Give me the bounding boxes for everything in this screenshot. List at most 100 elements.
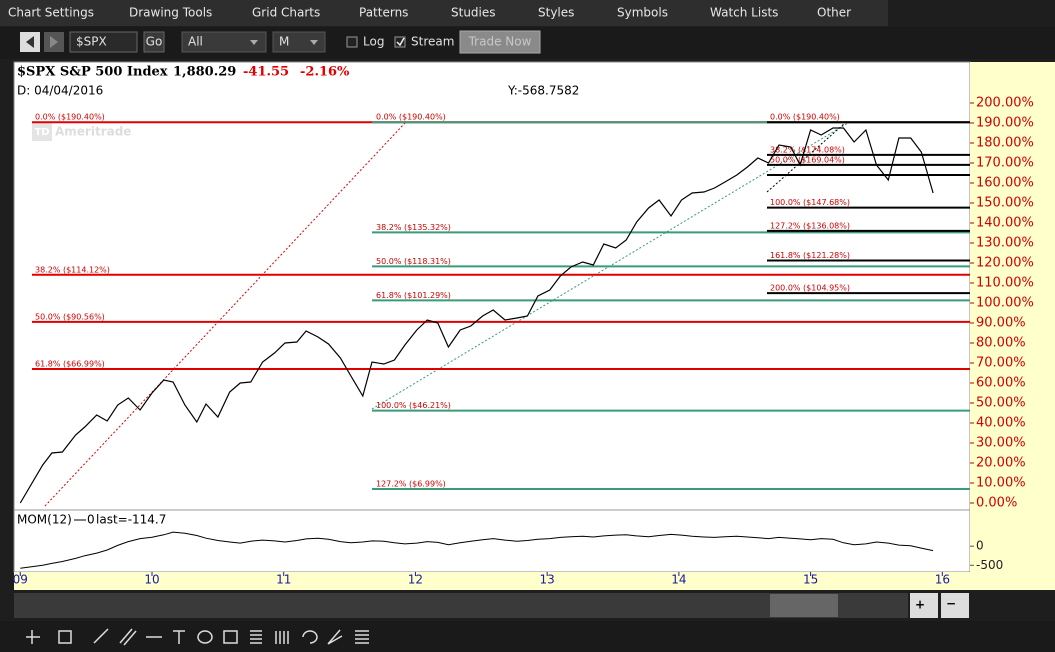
period-select[interactable] bbox=[272, 31, 326, 53]
fib-label: 100.0% ($46.21%) bbox=[376, 401, 451, 410]
menu-item[interactable]: Drawing Tools bbox=[129, 6, 212, 20]
text-tool[interactable] bbox=[173, 630, 185, 644]
zoom-out-icon: − bbox=[946, 597, 956, 611]
x-tick-label: 13 bbox=[540, 573, 555, 587]
y-tick-label: 30.00% bbox=[976, 436, 1026, 451]
menu-item[interactable]: Patterns bbox=[359, 6, 408, 20]
fan-tool[interactable] bbox=[327, 629, 343, 645]
y-tick-label: 100.00% bbox=[976, 296, 1034, 311]
menu-item[interactable]: Other bbox=[817, 6, 851, 20]
y-tick-label: 60.00% bbox=[976, 376, 1026, 391]
fib-label: 0.0% ($190.40%) bbox=[376, 113, 446, 122]
crosshair-tool[interactable] bbox=[26, 630, 40, 644]
mom-label: MOM(12) bbox=[17, 513, 72, 527]
fib-label: 50.0% ($169.04%) bbox=[770, 155, 845, 164]
y-tick-label: 190.00% bbox=[976, 116, 1034, 131]
menu-item[interactable]: Grid Charts bbox=[252, 6, 320, 20]
arc-tool[interactable] bbox=[302, 630, 318, 644]
menu-item[interactable]: Chart Settings bbox=[8, 6, 94, 20]
menu-item[interactable]: Styles bbox=[538, 6, 574, 20]
mom-tick-label: 0 bbox=[976, 539, 984, 553]
fib-label: 127.2% ($6.99%) bbox=[376, 480, 446, 489]
menu-item[interactable]: Symbols bbox=[617, 6, 668, 20]
ellipse-tool[interactable] bbox=[197, 630, 213, 644]
go-text: Go bbox=[146, 35, 163, 49]
zoom-out[interactable] bbox=[941, 593, 969, 618]
x-tick-label: 14 bbox=[671, 573, 686, 587]
symbol-input[interactable] bbox=[69, 31, 138, 53]
x-tick-label: 11 bbox=[276, 573, 291, 587]
fib-label: 50.0% ($90.56%) bbox=[35, 312, 105, 321]
log-checkbox[interactable] bbox=[346, 36, 358, 48]
menu-bar bbox=[0, 0, 888, 26]
stream-checkbox[interactable] bbox=[394, 36, 406, 48]
fib-label: 200.0% ($104.95%) bbox=[770, 284, 850, 293]
trade-text: Trade Now bbox=[468, 35, 532, 49]
y-tick-label: 90.00% bbox=[976, 316, 1026, 331]
y-tick-label: 140.00% bbox=[976, 216, 1034, 231]
mom-tick-label: -500 bbox=[976, 558, 1003, 572]
range-select[interactable] bbox=[181, 31, 267, 53]
y-tick-label: 10.00% bbox=[976, 476, 1026, 491]
fib-trend bbox=[766, 122, 846, 193]
fib-label: 61.8% ($66.99%) bbox=[35, 360, 105, 369]
logo: TD bbox=[34, 127, 49, 138]
mom-param: 0 bbox=[87, 513, 95, 527]
mom-line bbox=[20, 531, 934, 569]
y-tick-label: 150.00% bbox=[976, 196, 1034, 211]
fib-label: 50.0% ($118.31%) bbox=[376, 257, 451, 266]
watermark: Ameritrade bbox=[55, 125, 131, 139]
stream-label: Stream bbox=[411, 35, 454, 49]
last-price: 1,880.29 bbox=[173, 65, 236, 80]
fib-label: 38.2% ($114.12%) bbox=[35, 265, 110, 274]
list-tool[interactable] bbox=[355, 630, 369, 644]
date-readout: D: 04/04/2016 bbox=[17, 84, 103, 98]
y-tick-label: 20.00% bbox=[976, 456, 1026, 471]
dropdown-icon bbox=[250, 40, 258, 45]
menu-item[interactable]: Studies bbox=[451, 6, 496, 20]
fib-label: 38.2% ($174.08%) bbox=[770, 145, 845, 154]
fib-label: 61.8% ($101.29%) bbox=[376, 291, 451, 300]
trade-button[interactable] bbox=[459, 30, 541, 54]
x-tick-label: 09 bbox=[13, 573, 28, 587]
price-line bbox=[19, 127, 934, 504]
zoom-in[interactable] bbox=[910, 593, 938, 618]
rect-tool[interactable] bbox=[223, 630, 238, 644]
symbol-text: $SPX bbox=[76, 35, 107, 49]
y-tick-label: 120.00% bbox=[976, 256, 1034, 271]
fib-label: 0.0% ($190.40%) bbox=[35, 113, 105, 122]
y-tick-label: 160.00% bbox=[976, 176, 1034, 191]
logo-box bbox=[32, 123, 52, 141]
y-tick-label: 130.00% bbox=[976, 236, 1034, 251]
grid-tool[interactable] bbox=[58, 630, 72, 644]
check-icon bbox=[396, 37, 405, 47]
channel-tool[interactable] bbox=[119, 628, 137, 646]
x-tick-label: 15 bbox=[803, 573, 818, 587]
price-axis bbox=[970, 62, 1055, 590]
drawing-tools bbox=[26, 628, 369, 646]
time-axis bbox=[14, 572, 970, 590]
log-label: Log bbox=[363, 35, 384, 49]
scrollbar[interactable] bbox=[14, 593, 908, 618]
pct-change: -2.16% bbox=[300, 65, 350, 80]
period-text: M bbox=[279, 35, 289, 49]
menu-item[interactable]: Watch Lists bbox=[710, 6, 778, 20]
line-tool[interactable] bbox=[93, 628, 109, 644]
zoom-in-icon: + bbox=[915, 598, 925, 612]
y-tick-label: 80.00% bbox=[976, 336, 1026, 351]
mom-last: last=-114.7 bbox=[96, 513, 166, 527]
fib-label: 100.0% ($147.68%) bbox=[770, 198, 850, 207]
cursor-readout: Y:-568.7582 bbox=[507, 84, 579, 98]
back-icon bbox=[26, 36, 34, 48]
fib-label: 38.2% ($135.32%) bbox=[376, 223, 451, 232]
fib-label: 0.0% ($190.40%) bbox=[770, 113, 840, 122]
y-tick-label: 180.00% bbox=[976, 136, 1034, 151]
net-change: -41.55 bbox=[243, 65, 289, 80]
go-button[interactable] bbox=[143, 31, 165, 53]
fib-tool[interactable] bbox=[250, 630, 262, 644]
x-tick-label: 12 bbox=[408, 573, 423, 587]
scroll-thumb[interactable] bbox=[770, 594, 838, 617]
y-tick-label: 200.00% bbox=[976, 96, 1034, 111]
time-zones-tool[interactable] bbox=[275, 631, 289, 644]
